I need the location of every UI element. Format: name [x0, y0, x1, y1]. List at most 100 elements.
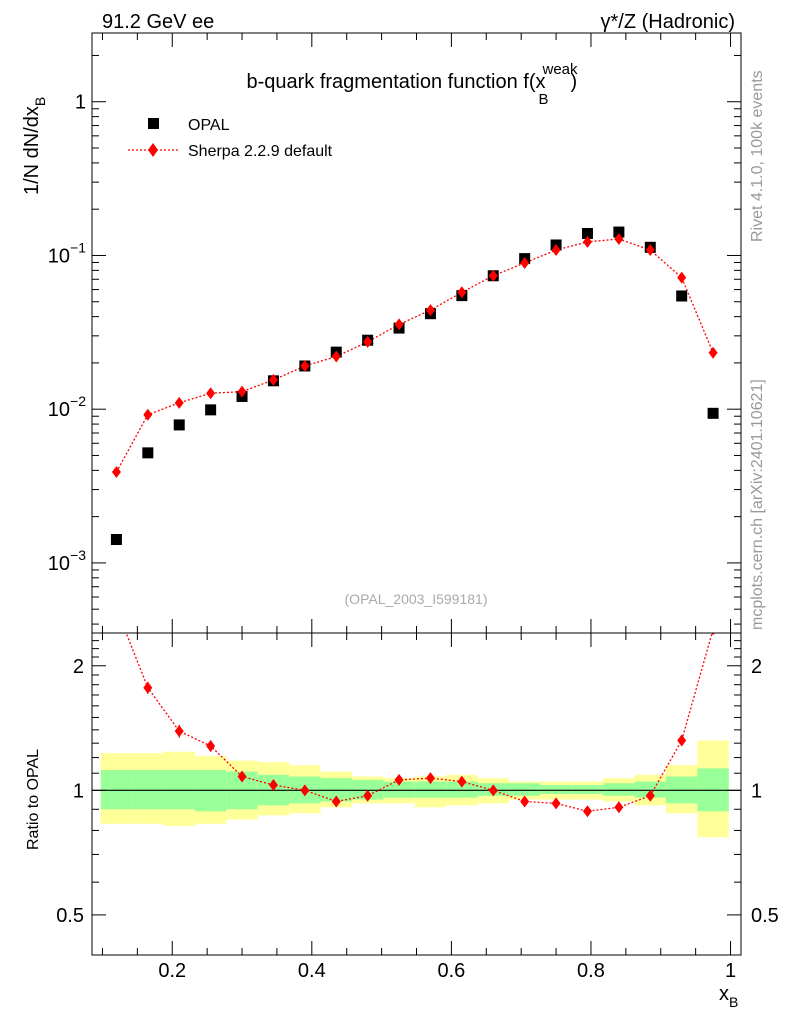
energy-label: 91.2 GeV ee: [102, 11, 214, 33]
data-point-opal: [707, 407, 719, 419]
ratio-point-sherpa: [174, 725, 184, 738]
ratio-point-sherpa: [520, 795, 530, 808]
ratio-point-sherpa: [457, 775, 467, 788]
ratio-point-sherpa: [143, 681, 153, 694]
legend-marker-opal: [148, 118, 159, 129]
data-point-opal: [676, 290, 688, 302]
ratio-point-sherpa: [112, 603, 121, 615]
y-tick-label-exp: −2: [70, 393, 86, 409]
ratio-point-sherpa: [425, 772, 435, 785]
ratio-y-tick-label: 0.5: [56, 905, 84, 927]
ratio-point-sherpa: [363, 789, 373, 802]
chart-title-sup: weak: [542, 61, 579, 78]
stat-uncertainty-band: [508, 783, 541, 796]
ratio-point-sherpa: [268, 779, 278, 792]
y-tick-label: 10−2: [48, 393, 86, 421]
chart-title: b-quark fragmentation function f(xweak B): [246, 61, 578, 108]
rivet-version-label: Rivet 4.1.0, 100k events: [749, 70, 766, 242]
data-point-opal: [613, 226, 625, 238]
stat-uncertainty-band: [100, 769, 133, 810]
ratio-y-tick-label-right: 0.5: [751, 905, 779, 927]
mc-point-sherpa: [394, 318, 404, 331]
stat-uncertainty-band: [634, 781, 666, 798]
mc-point-sherpa: [268, 373, 278, 386]
data-point-opal: [173, 419, 185, 431]
ratio-point-sherpa: [645, 789, 655, 802]
ratio-point-sherpa: [711, 633, 715, 636]
ratio-y-axis-label: Ratio to OPAL: [25, 749, 42, 850]
mc-point-sherpa: [237, 385, 247, 398]
mc-point-sherpa: [425, 304, 435, 317]
y-tick-label-exp: −3: [70, 547, 86, 563]
mc-point-sherpa: [551, 244, 561, 257]
data-point-opal: [142, 447, 154, 459]
ratio-point-sherpa: [488, 784, 498, 797]
ratio-point-sherpa: [237, 770, 247, 783]
x-tick-label: 0.2: [158, 960, 186, 982]
legend-label-opal: OPAL: [188, 117, 230, 134]
chart-title-sub: B: [539, 91, 549, 108]
data-point-opal: [205, 404, 217, 416]
ratio-y-tick-label: 2: [73, 656, 84, 678]
ratio-point-sherpa: [394, 773, 404, 786]
ratio-point-sherpa: [300, 784, 310, 797]
mc-point-sherpa: [645, 244, 655, 257]
mc-point-sherpa: [614, 232, 624, 245]
y-tick-label: 1: [75, 92, 86, 114]
stat-uncertainty-band: [603, 783, 635, 796]
stat-uncertainty-band: [414, 781, 447, 798]
x-tick-label: 0.6: [437, 960, 465, 982]
ratio-point-sherpa: [582, 805, 592, 818]
mc-point-sherpa: [582, 235, 592, 248]
x-tick-label: 0.8: [577, 960, 605, 982]
ratio-point-sherpa: [614, 801, 624, 814]
ratio-y-tick-label-right: 1: [751, 780, 762, 802]
y-tick-label: 10−3: [48, 547, 86, 575]
mc-point-sherpa: [677, 271, 687, 284]
ratio-point-sherpa: [206, 739, 216, 752]
stat-uncertainty-band: [571, 785, 604, 794]
mc-point-sherpa: [300, 359, 310, 372]
mcplots-label: mcplots.cern.ch [arXiv:2401.10621]: [749, 379, 766, 630]
stat-uncertainty-band: [446, 781, 478, 798]
y-tick-label: 10−1: [48, 239, 86, 267]
stat-uncertainty-band: [163, 769, 195, 810]
legend-label-sherpa: Sherpa 2.2.9 default: [188, 143, 333, 160]
y-tick-label-exp: −1: [70, 239, 86, 255]
ratio-point-sherpa: [551, 797, 561, 810]
stat-uncertainty-band: [383, 781, 415, 798]
process-label: γ*/Z (Hadronic): [601, 11, 735, 33]
mc-point-sherpa: [708, 346, 718, 359]
mc-point-sherpa: [363, 335, 373, 348]
ratio-y-tick-label: 1: [73, 780, 84, 802]
mc-point-sherpa: [488, 269, 498, 282]
ratio-point-sherpa: [331, 795, 341, 808]
main-panel: 110−110−210−3 b-quark fragmentation func…: [21, 32, 742, 634]
mc-line: [115, 238, 714, 473]
legend-marker-sherpa: [148, 143, 158, 157]
mc-point-sherpa: [143, 408, 153, 421]
x-axis-label-sub: B: [729, 994, 738, 1010]
x-tick-label: 0.4: [298, 960, 326, 982]
legend: OPAL Sherpa 2.2.9 default: [128, 117, 333, 160]
data-point-opal: [581, 227, 593, 239]
x-axis-label: xB: [719, 983, 738, 1010]
y-tick-label-base: 10: [48, 553, 70, 575]
ratio-panel: 0.5 0.5 1 1 2 2 0.2 0.4 0.6 0.8 1 Ratio to OPAL xB: [25, 603, 779, 1010]
stat-uncertainty-band: [351, 779, 384, 800]
y-axis-label: 1/N dN/dxB: [21, 97, 48, 195]
mc-point-sherpa: [111, 466, 121, 479]
stat-uncertainty-band: [132, 769, 164, 810]
stat-uncertainty-band: [540, 785, 572, 794]
mc-point-sherpa: [331, 350, 341, 363]
mc-point-sherpa: [174, 396, 184, 409]
data-point-opal: [110, 534, 122, 546]
mc-point-sherpa: [520, 256, 530, 269]
ratio-line: [125, 633, 713, 812]
analysis-id-label: (OPAL_2003_I599181): [345, 591, 488, 607]
ratio-point-sherpa: [677, 734, 687, 747]
y-tick-label-base: 10: [48, 399, 70, 421]
mc-point-sherpa: [206, 387, 216, 400]
x-tick-label: 1: [725, 960, 736, 982]
